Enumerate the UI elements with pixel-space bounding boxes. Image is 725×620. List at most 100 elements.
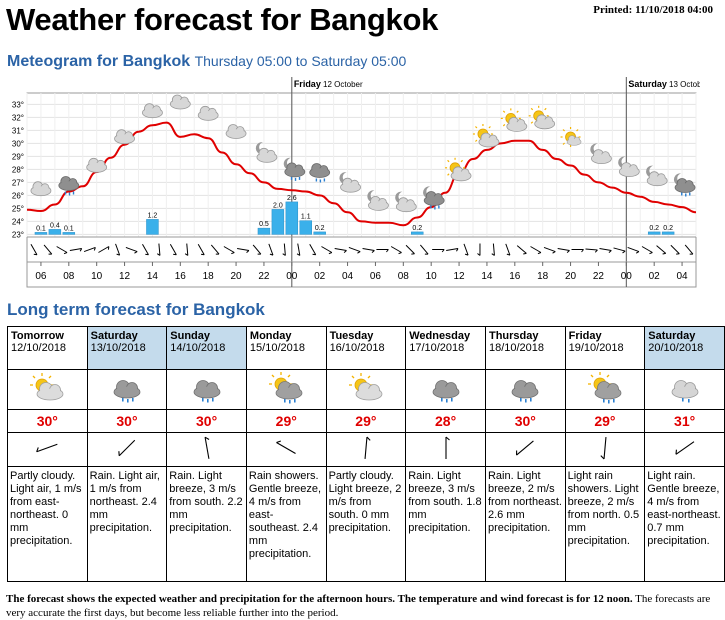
x-tick-label: 22 (593, 271, 605, 282)
wind-arrow-icon (98, 246, 110, 253)
precip-label: 0.4 (50, 222, 60, 229)
day-description: Partly cloudy. Light breeze, 2 m/s from … (325, 466, 407, 582)
wind-arrow-icon (142, 244, 149, 256)
day-description: Rain. Light breeze, 2 m/s from northeast… (484, 466, 566, 582)
precip-label: 2.6 (287, 195, 297, 202)
wind-arrow-icon (43, 244, 53, 255)
day-description: Light rain showers. Light breeze, 2 m/s … (564, 466, 646, 582)
rain-icon (86, 369, 168, 410)
x-tick-label: 20 (231, 271, 243, 282)
wind-arrow-icon (69, 247, 83, 252)
day-label: Saturday 13 October (628, 79, 700, 89)
x-tick-label: 08 (398, 271, 410, 282)
day-label: Friday 12 October (294, 79, 363, 89)
day-temperature: 29° (325, 409, 407, 433)
wind-arrow-icon (599, 247, 612, 254)
printed-timestamp: Printed: 11/10/2018 04:00 (593, 4, 713, 16)
wind-arrow-icon (477, 243, 481, 256)
wind-arrow-icon (56, 246, 68, 255)
longterm-wind-row (7, 432, 725, 467)
y-tick-label: 31° (12, 126, 24, 135)
day-header: Saturday 20/10/2018 (644, 326, 725, 370)
rain-showers-icon (245, 369, 327, 410)
day-name: Wednesday (409, 330, 471, 342)
y-tick-label: 26° (12, 191, 24, 200)
day-name: Saturday (648, 330, 696, 342)
precip-label: 1.2 (148, 212, 158, 219)
wind-arrow-icon (390, 246, 402, 255)
light-rain-icon (644, 369, 725, 410)
precip-bar (271, 209, 285, 235)
day-description: Rain. Light breeze, 3 m/s from south. 2.… (166, 466, 247, 582)
day-temperature: 30° (484, 409, 566, 433)
precip-label: 0.2 (315, 225, 325, 232)
precip-bar (62, 232, 76, 235)
y-tick-label: 25° (12, 204, 24, 213)
wind-arrow-icon (321, 246, 333, 255)
wind-arrow-icon (530, 246, 542, 255)
day-temperature: 29° (564, 409, 646, 433)
wind-arrow-icon (484, 432, 566, 467)
x-tick-label: 10 (426, 271, 438, 282)
x-tick-label: 18 (537, 271, 549, 282)
day-name: Thursday (488, 330, 539, 342)
y-tick-label: 32° (12, 113, 24, 122)
rain-icon (484, 369, 566, 410)
day-date: 12/10/2018 (11, 342, 67, 354)
wind-arrow-icon (585, 248, 598, 253)
wind-arrow-icon (543, 246, 556, 254)
wind-arrow-icon (115, 243, 121, 256)
precip-label: 0.2 (412, 225, 422, 232)
x-tick-label: 16 (509, 271, 521, 282)
x-tick-label: 06 (35, 271, 47, 282)
day-header: Monday 15/10/2018 (245, 326, 327, 370)
meteogram-plot: 33° 32° 31° 30° 29° 28° 27° 26° 25° 24° 23° Friday … (12, 77, 700, 288)
wind-arrow-icon (419, 244, 429, 255)
precip-bar (285, 201, 299, 235)
x-tick-label: 20 (565, 271, 577, 282)
x-tick-label: 08 (63, 271, 75, 282)
wind-arrow-icon (627, 246, 640, 254)
y-tick-label: 33° (12, 100, 24, 109)
wind-arrow-icon (125, 246, 138, 254)
longterm-title: Long term forecast for Bangkok (7, 300, 265, 319)
day-description: Partly cloudy. Light air, 1 m/s from eas… (7, 466, 88, 582)
day-temperature: 30° (166, 409, 247, 433)
wind-arrow-icon (309, 244, 317, 256)
day-header: Friday 19/10/2018 (564, 326, 646, 370)
partly-cloudy-icon (7, 369, 88, 410)
precip-bar (661, 231, 675, 235)
day-description: Light rain. Gentle breeze, 4 m/s from ea… (644, 466, 725, 582)
day-date: 16/10/2018 (329, 342, 385, 354)
wind-arrow-icon (491, 243, 495, 256)
longterm-day-row: Tomorrow 12/10/2018 Saturday 13/10/2018 Sund… (7, 326, 725, 370)
rain-showers-icon (564, 369, 646, 410)
meteogram-heading: Meteogram for Bangkok Thursday 05:00 to … (7, 53, 406, 71)
y-tick-label: 24° (12, 217, 24, 226)
precip-bar (48, 229, 62, 235)
wind-arrow-icon (169, 244, 177, 256)
wind-arrow-icon (334, 247, 347, 254)
temperature-line (26, 121, 697, 227)
x-tick-label: 12 (454, 271, 466, 282)
wind-arrow-icon (405, 244, 415, 255)
day-name: Saturday (90, 330, 138, 342)
day-description: Rain. Light breeze, 3 m/s from south. 1.… (405, 466, 486, 582)
longterm-desc-row: Partly cloudy. Light air, 1 m/s from eas… (7, 466, 725, 582)
precip-bar (146, 219, 159, 235)
day-name: Tomorrow (11, 330, 64, 342)
wind-arrow-icon (613, 247, 626, 254)
wind-arrow-icon (325, 432, 407, 467)
precip-bar (313, 231, 326, 235)
wind-arrow-icon (156, 243, 161, 256)
day-temperature: 30° (86, 409, 168, 433)
wind-arrow-icon (86, 432, 168, 467)
precip-label: 1.1 (301, 214, 311, 221)
rain-icon (405, 369, 486, 410)
x-tick-label: 14 (147, 271, 159, 282)
day-date: 19/10/2018 (568, 342, 624, 354)
day-name: Sunday (170, 330, 211, 342)
day-temperature: 30° (7, 409, 88, 433)
precip-bar (299, 220, 312, 235)
x-tick-label: 06 (370, 271, 382, 282)
